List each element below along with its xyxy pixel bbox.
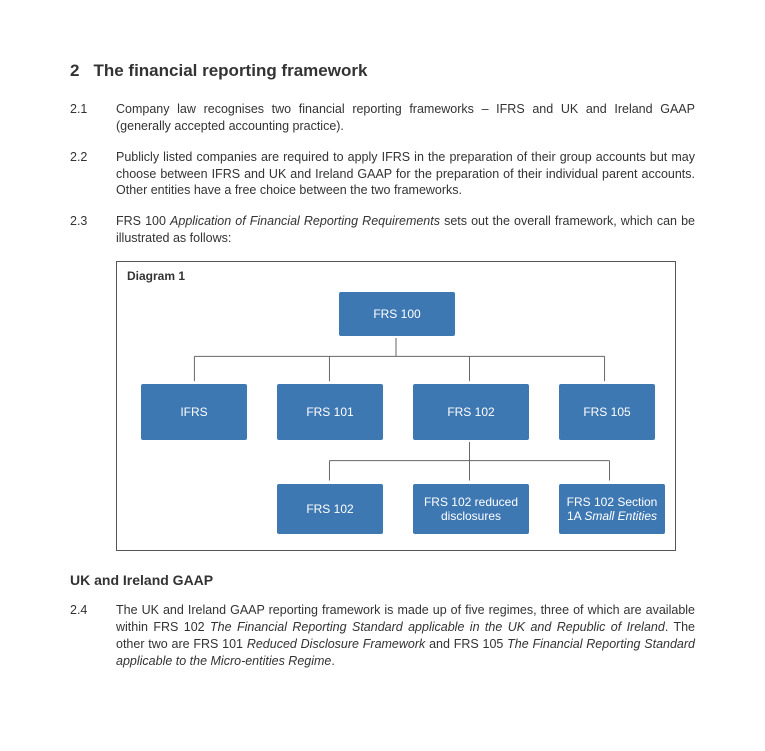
diagram-node-l1d: FRS 105 bbox=[557, 382, 657, 442]
diagram-node-l2a: FRS 102 bbox=[275, 482, 385, 536]
paragraph-text: Company law recognises two financial rep… bbox=[116, 101, 695, 135]
text-run: . bbox=[331, 654, 334, 668]
italic-run: Reduced Disclosure Framework bbox=[247, 637, 425, 651]
paragraph-number: 2.3 bbox=[70, 213, 116, 247]
section-number: 2 bbox=[70, 60, 79, 83]
section-heading: 2 The financial reporting framework bbox=[70, 60, 695, 83]
paragraph: 2.1 Company law recognises two financial… bbox=[70, 101, 695, 135]
paragraph-text: FRS 100 Application of Financial Reporti… bbox=[116, 213, 695, 247]
diagram-node-l2c: FRS 102 Section1A Small Entities bbox=[557, 482, 667, 536]
paragraph-number: 2.4 bbox=[70, 602, 116, 670]
diagram-node-l1b: FRS 101 bbox=[275, 382, 385, 442]
diagram-node-l1c: FRS 102 bbox=[411, 382, 531, 442]
paragraph: 2.3 FRS 100 Application of Financial Rep… bbox=[70, 213, 695, 247]
section-title: The financial reporting framework bbox=[93, 61, 367, 80]
diagram-node-root: FRS 100 bbox=[337, 290, 457, 338]
subheading: UK and Ireland GAAP bbox=[70, 571, 695, 590]
italic-run: The Financial Reporting Standard applica… bbox=[210, 620, 665, 634]
paragraph-number: 2.1 bbox=[70, 101, 116, 135]
diagram-node-l1a: IFRS bbox=[139, 382, 249, 442]
paragraph-number: 2.2 bbox=[70, 149, 116, 200]
paragraph-text: Publicly listed companies are required t… bbox=[116, 149, 695, 200]
text-run: and FRS 105 bbox=[425, 637, 507, 651]
paragraph: 2.4 The UK and Ireland GAAP reporting fr… bbox=[70, 602, 695, 670]
text-run: FRS 100 bbox=[116, 214, 170, 228]
diagram-node-l2b: FRS 102 reduced disclosures bbox=[411, 482, 531, 536]
paragraph-text: The UK and Ireland GAAP reporting framew… bbox=[116, 602, 695, 670]
diagram: Diagram 1 FRS 100IFRSFRS 101FRS 102FRS 1… bbox=[116, 261, 676, 551]
diagram-container: Diagram 1 FRS 100IFRSFRS 101FRS 102FRS 1… bbox=[116, 261, 695, 551]
italic-run: Application of Financial Reporting Requi… bbox=[170, 214, 440, 228]
paragraph: 2.2 Publicly listed companies are requir… bbox=[70, 149, 695, 200]
